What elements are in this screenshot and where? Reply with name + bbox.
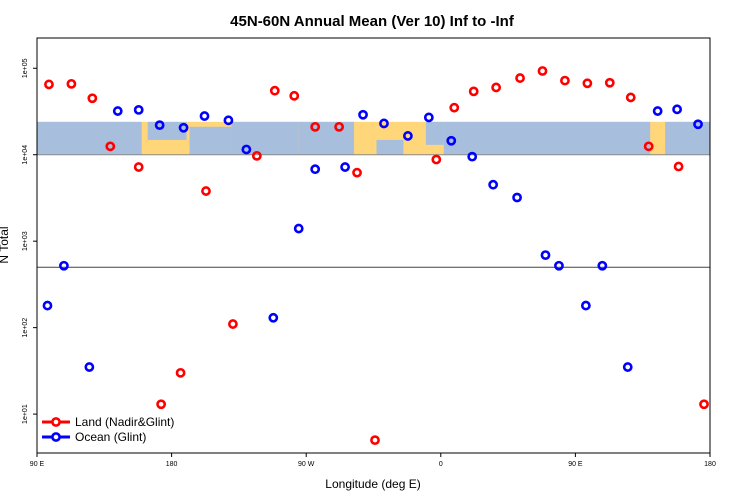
land-point — [431, 154, 442, 165]
y-tick-label: 1e+03 — [22, 231, 29, 251]
ocean-point — [379, 118, 389, 129]
ocean-point — [59, 260, 69, 271]
x-tick-label: 90 W — [298, 461, 315, 468]
map-land-mass — [665, 121, 710, 155]
ocean-point — [652, 106, 663, 116]
legend-land-marker — [51, 417, 61, 427]
land-point — [334, 121, 345, 132]
land-point — [44, 79, 54, 90]
land-point — [87, 93, 98, 104]
legend: Land (Nadir&Glint)Ocean (Glint) — [42, 415, 174, 444]
land-point — [449, 102, 460, 113]
land-point — [468, 86, 479, 97]
ocean-point — [310, 164, 321, 175]
ocean-point — [540, 250, 551, 261]
ocean-point — [42, 300, 53, 311]
chart-title: 45N-60N Annual Mean (Ver 10) Inf to -Inf — [230, 13, 515, 30]
ocean-point — [597, 260, 608, 271]
ocean-point — [423, 112, 434, 123]
x-tick-label: 180 — [704, 461, 716, 468]
map-land-mass — [298, 121, 355, 155]
ocean-point — [133, 104, 144, 115]
ocean-point — [402, 131, 413, 141]
land-point — [625, 92, 636, 103]
land-point — [269, 85, 280, 96]
map-land-mass — [425, 121, 444, 145]
legend-land-label: Land (Nadir&Glint) — [75, 415, 174, 429]
land-point — [289, 90, 300, 101]
land-point — [310, 121, 321, 132]
land-point — [156, 399, 167, 410]
world-map-band — [37, 121, 710, 156]
ocean-point — [84, 362, 95, 372]
land-point — [560, 75, 570, 86]
map-land-mass — [443, 121, 651, 155]
ocean-point — [488, 179, 499, 190]
land-point — [251, 150, 262, 161]
land-point — [582, 78, 593, 89]
x-tick-label: 180 — [166, 461, 178, 468]
ocean-point — [293, 223, 304, 234]
land-point — [201, 186, 211, 196]
y-tick-label: 1e+04 — [22, 145, 29, 165]
land-point — [370, 435, 380, 446]
data-points — [42, 66, 709, 446]
y-tick-label: 1e+05 — [22, 58, 29, 78]
land-point — [66, 78, 77, 89]
land-point — [491, 82, 502, 93]
ocean-point — [622, 362, 633, 372]
land-point — [515, 73, 525, 83]
ocean-point — [358, 109, 368, 120]
land-point — [228, 319, 238, 329]
land-point — [105, 141, 116, 152]
ocean-point — [446, 135, 457, 146]
land-point — [175, 367, 186, 378]
map-land-mass — [189, 126, 232, 155]
x-tick-label: 0 — [439, 461, 443, 468]
y-tick-label: 1e+01 — [22, 404, 29, 424]
x-axis-label: Longitude (deg E) — [325, 477, 420, 491]
land-point — [133, 162, 144, 172]
y-axis: 1e+01 1e+02 1e+03 1e+04 1e+05 — [22, 58, 37, 424]
legend-ocean-label: Ocean (Glint) — [75, 430, 146, 444]
ocean-point — [154, 120, 165, 131]
ocean-point — [178, 122, 189, 133]
y-axis-label: N Total — [0, 226, 11, 263]
ocean-point — [512, 192, 522, 203]
ocean-point — [693, 119, 703, 130]
y-tick-label: 1e+02 — [22, 318, 29, 338]
legend-ocean-marker — [51, 432, 61, 442]
ocean-point — [467, 151, 478, 162]
ocean-point — [223, 115, 234, 126]
x-tick-label: 90 E — [30, 461, 45, 468]
x-tick-label: 90 E — [568, 461, 583, 468]
ocean-point — [268, 312, 279, 323]
ocean-point — [580, 300, 591, 311]
plot-frame — [36, 37, 711, 454]
ocean-point — [112, 106, 123, 116]
ocean-point — [340, 162, 350, 172]
ocean-point — [554, 260, 564, 271]
map-land-mass — [37, 121, 142, 155]
map-land-mass — [376, 139, 404, 155]
ocean-point — [672, 104, 682, 115]
land-point — [643, 141, 654, 152]
land-point — [537, 66, 548, 76]
ocean-point — [241, 144, 252, 155]
x-axis: 90 E 180 90 W 0 90 E 180 — [30, 453, 716, 468]
ocean-point — [199, 111, 210, 121]
land-point — [673, 161, 684, 172]
land-point — [699, 399, 709, 410]
land-point — [352, 167, 362, 178]
land-point — [604, 77, 615, 88]
